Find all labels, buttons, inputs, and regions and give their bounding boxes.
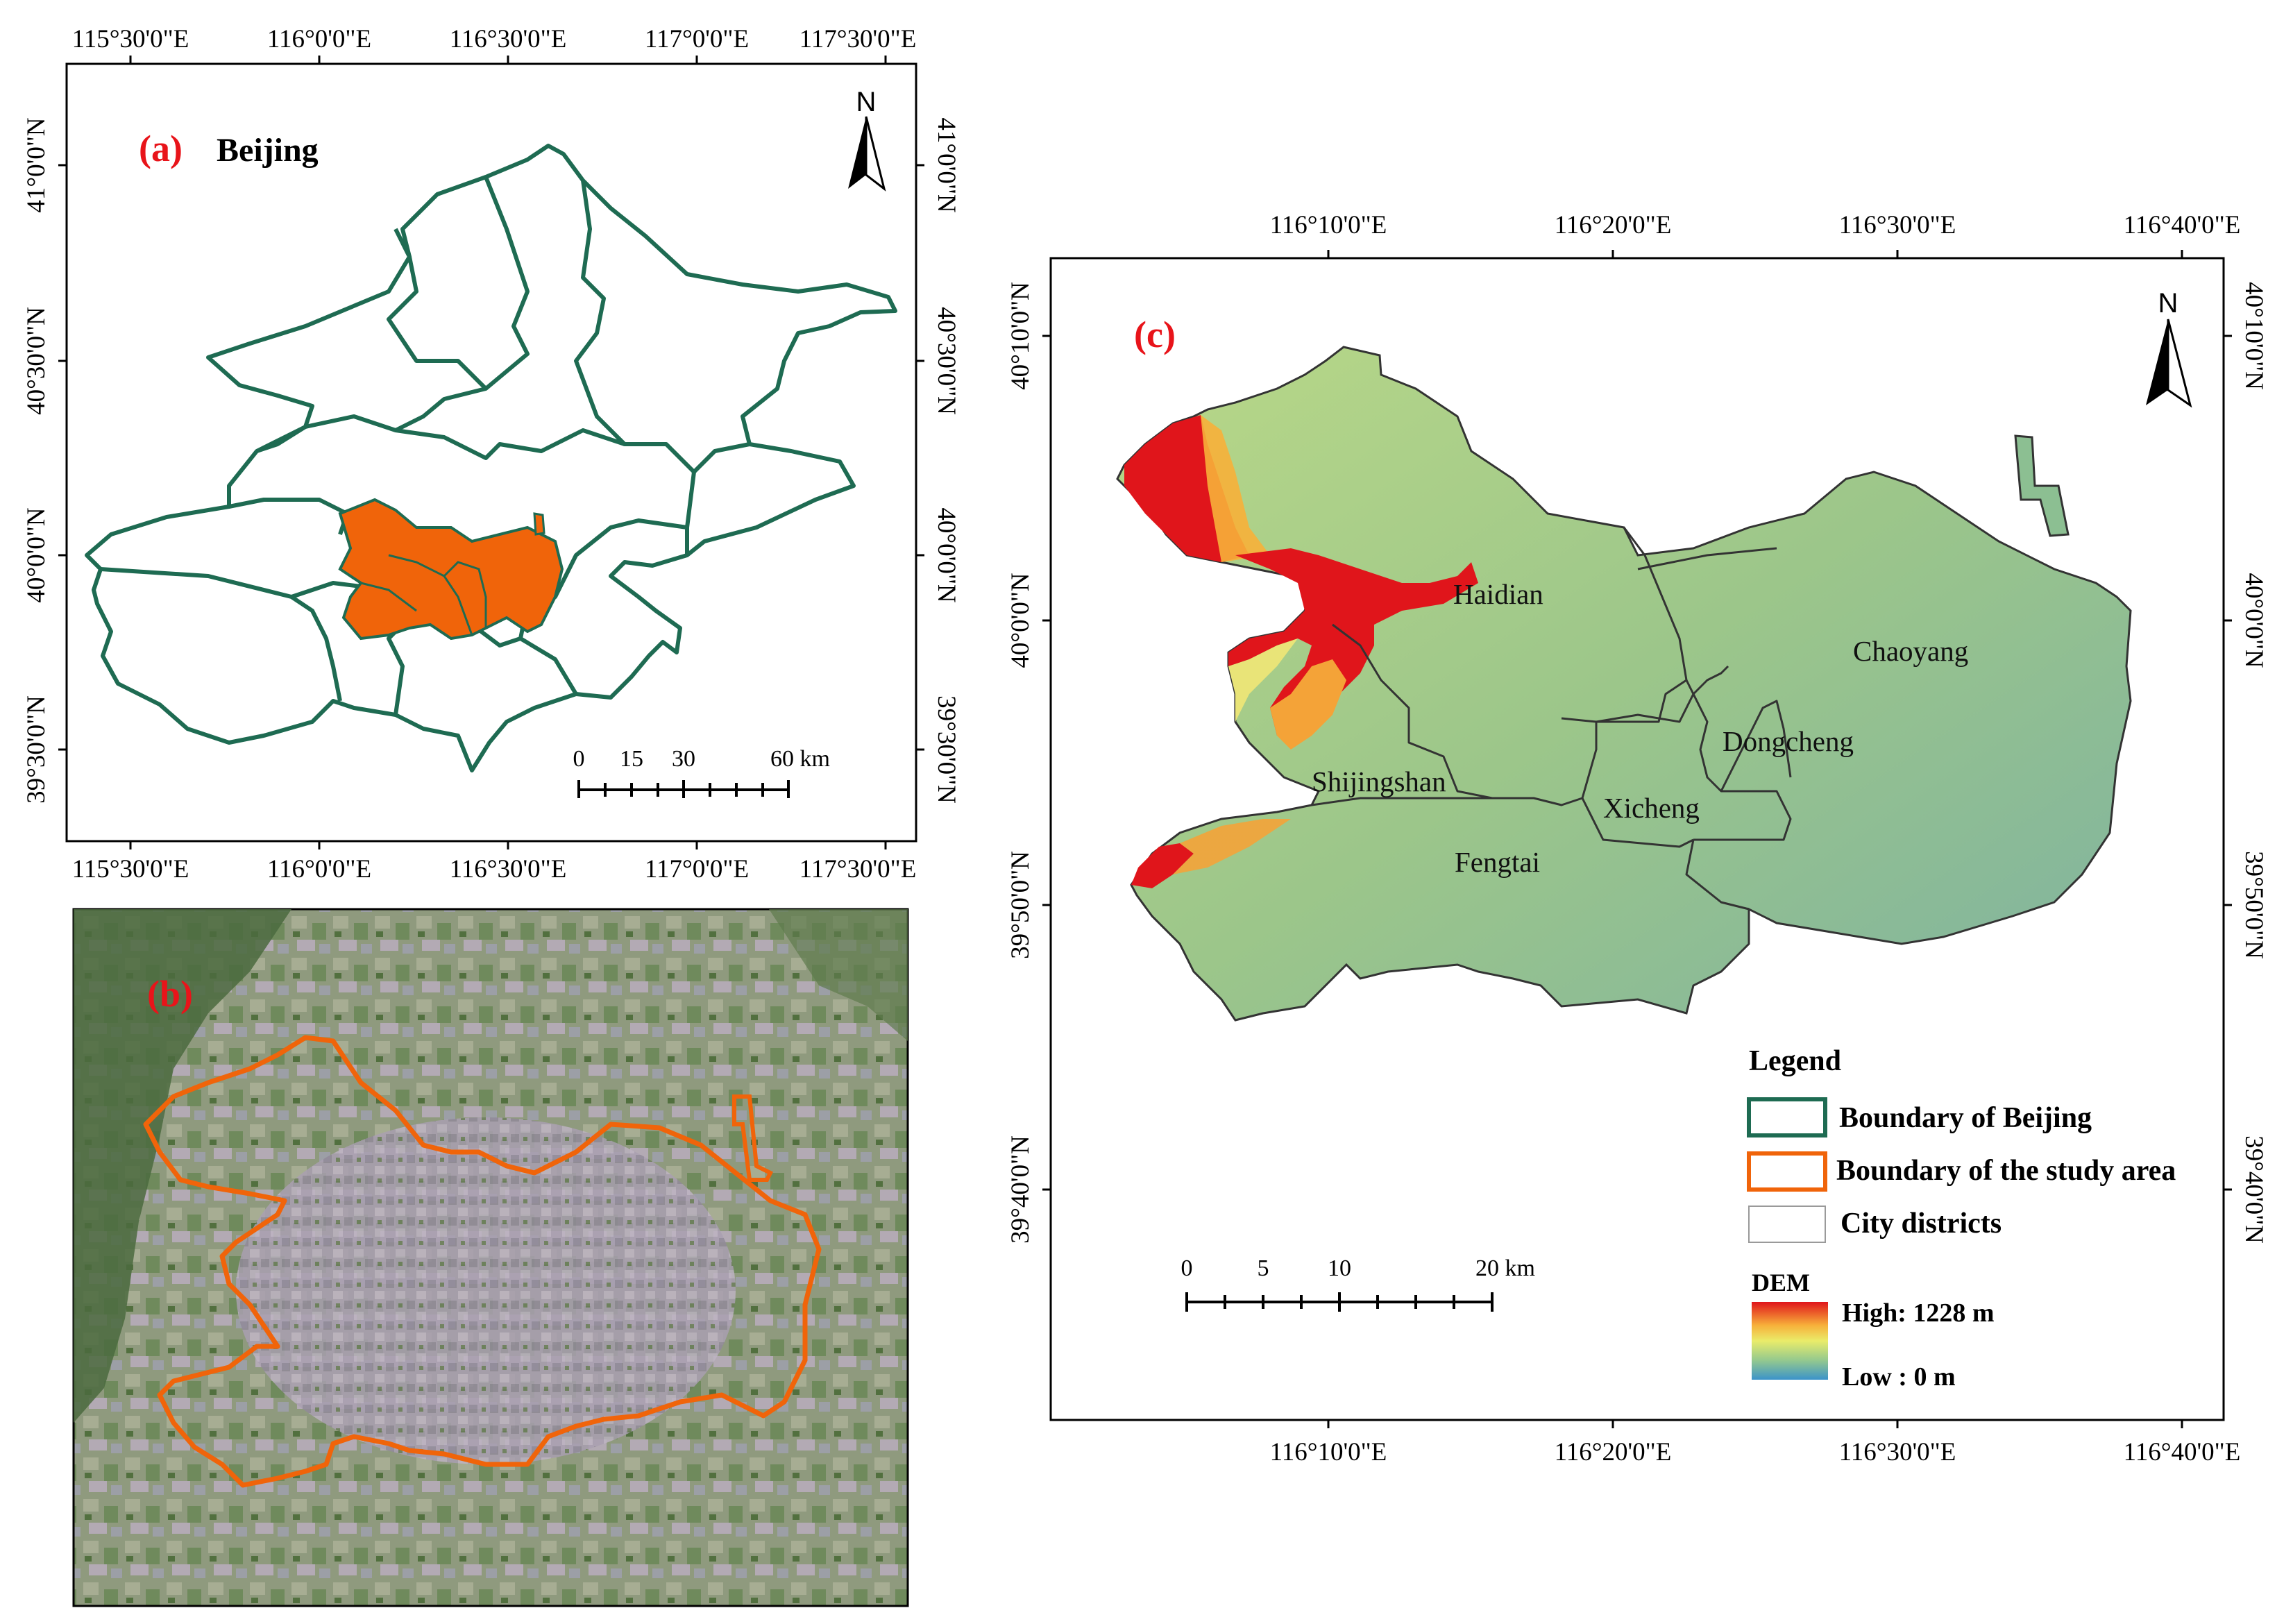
panel-b: (b): [72, 908, 909, 1607]
legend-title: Legend: [1749, 1045, 1841, 1077]
dem-low-hills: [1228, 638, 1298, 722]
panel-c-scale-label: 5: [1258, 1255, 1269, 1281]
panel-a-bottom-tick: 117°0'0"E: [645, 855, 749, 883]
panel-c-scale-bar: [1185, 1292, 1494, 1312]
study-area-district-lines: [360, 554, 487, 636]
panel-c-left-tick: 40°0'0"N: [1006, 573, 1035, 668]
legend-item-districts: City districts: [1841, 1208, 2002, 1240]
panel-a-top-tick: 117°30'0"E: [799, 25, 917, 53]
legend-item-beijing: Boundary of Beijing: [1839, 1102, 2092, 1134]
mountain-terrain-ne: [769, 909, 908, 1041]
panel-c-right-tick: 40°0'0"N: [2240, 573, 2268, 668]
panel-a-top-tick: 116°30'0"E: [450, 25, 567, 53]
legend: Legend Boundary of Beijing Boundary of t…: [1747, 1045, 2176, 1392]
panel-c-right-tick: 40°10'0"N: [2240, 282, 2268, 390]
legend-swatch-beijing: [1747, 1097, 1827, 1137]
panel-c-left-tick: 39°40'0"N: [1006, 1135, 1035, 1244]
panel-c-right-tick: 39°40'0"N: [2240, 1135, 2268, 1244]
panel-a-left-tick: 39°30'0"N: [22, 695, 51, 804]
panel-c-right-tick: 39°50'0"N: [2240, 851, 2268, 959]
legend-dem-high: High: 1228 m: [1842, 1299, 1995, 1328]
panel-a-left-tick: 41°0'0"N: [22, 117, 51, 212]
study-area-exclave-satellite: [732, 1094, 774, 1182]
panel-c: 116°10'0"E 116°20'0"E 116°30'0"E 116°40'…: [1006, 211, 2268, 1466]
panel-a-north-arrow: N: [848, 87, 886, 192]
panel-a-tick-marks: [58, 56, 924, 849]
panel-c-scale-label: 0: [1181, 1255, 1193, 1281]
panel-a-top-tick: 117°0'0"E: [645, 25, 749, 53]
mountain-terrain: [74, 909, 291, 1423]
panel-a-scale-label: 60 km: [770, 746, 830, 772]
district-label-xicheng: Xicheng: [1603, 792, 1700, 824]
panel-c-top-tick: 116°10'0"E: [1270, 211, 1387, 239]
panel-a-left-tick: 40°0'0"N: [22, 507, 51, 602]
panel-a-north-label: N: [856, 87, 877, 117]
panel-a-top-tick: 116°0'0"E: [267, 25, 371, 53]
dem-mid-southwest: [1173, 819, 1291, 874]
panel-a-scale-label: 0: [573, 746, 585, 772]
panel-a-scale-label: 30: [672, 746, 695, 772]
panel-a-left-tick: 40°30'0"N: [22, 307, 51, 415]
panel-a-bottom-tick: 117°30'0"E: [799, 855, 917, 883]
panel-c-scale-label: 10: [1328, 1255, 1351, 1281]
urban-core: [236, 1117, 736, 1464]
legend-swatch-districts: [1748, 1206, 1826, 1243]
panel-c-top-tick: 116°40'0"E: [2124, 211, 2241, 239]
panel-a-scale-label: 15: [620, 746, 643, 772]
panel-a: 115°30'0"E 116°0'0"E 116°30'0"E 117°0'0"…: [22, 25, 961, 883]
beijing-boundary: [85, 144, 897, 772]
legend-dem-ramp: [1752, 1302, 1828, 1380]
legend-dem-low: Low : 0 m: [1842, 1362, 1956, 1392]
dem-mid-ridge: [1270, 659, 1346, 750]
district-label-haidian: Haidian: [1453, 578, 1543, 610]
panel-a-bottom-tick: 116°0'0"E: [267, 855, 371, 883]
panel-a-right-tick: 40°0'0"N: [932, 507, 961, 602]
panel-a-title: Beijing: [217, 132, 319, 169]
panel-b-label: (b): [147, 973, 193, 1015]
dem-high-ridge: [1228, 548, 1478, 736]
panel-c-district-lines: [1311, 527, 1792, 911]
panel-c-top-tick: 116°20'0"E: [1555, 211, 1672, 239]
district-label-fengtai: Fengtai: [1455, 846, 1540, 878]
panel-a-bottom-tick: 116°30'0"E: [450, 855, 567, 883]
panel-c-scale-label: 20 km: [1475, 1255, 1535, 1281]
panel-c-north-arrow: N: [2146, 288, 2192, 408]
panel-c-label: (c): [1134, 314, 1176, 355]
district-label-chaoyang: Chaoyang: [1853, 635, 1968, 667]
district-label-shijingshan: Shijingshan: [1312, 766, 1446, 797]
panel-a-top-tick: 115°30'0"E: [72, 25, 189, 53]
legend-dem-title: DEM: [1752, 1269, 1810, 1296]
panel-c-bottom-tick: 116°10'0"E: [1270, 1438, 1387, 1466]
panel-c-left-tick: 40°10'0"N: [1006, 282, 1035, 390]
panel-c-tick-marks: [1042, 250, 2232, 1428]
panel-c-north-label: N: [2158, 288, 2178, 319]
dem-high-southwest: [1131, 843, 1194, 888]
dem-mid-west: [1201, 415, 1270, 562]
panel-a-label: (a): [139, 128, 183, 169]
district-label-dongcheng: Dongcheng: [1723, 725, 1854, 757]
legend-swatch-study-area: [1747, 1151, 1827, 1192]
legend-item-study-area: Boundary of the study area: [1836, 1155, 2176, 1187]
dem-study-area: [1116, 346, 2132, 1022]
study-area-boundary-satellite: [143, 1035, 822, 1488]
study-area-exclave: [533, 512, 545, 536]
panel-a-right-tick: 40°30'0"N: [932, 307, 961, 415]
panel-c-bottom-tick: 116°30'0"E: [1839, 1438, 1956, 1466]
panel-a-right-tick: 39°30'0"N: [932, 695, 961, 804]
panel-a-bottom-tick: 115°30'0"E: [72, 855, 189, 883]
panel-a-right-tick: 41°0'0"N: [932, 117, 961, 212]
panel-c-bottom-tick: 116°40'0"E: [2124, 1438, 2241, 1466]
dem-exclave: [2014, 434, 2070, 537]
panel-c-bottom-tick: 116°20'0"E: [1555, 1438, 1672, 1466]
panel-c-left-tick: 39°50'0"N: [1006, 851, 1035, 959]
panel-a-scale-bar: [577, 780, 790, 798]
panel-c-top-tick: 116°30'0"E: [1839, 211, 1956, 239]
